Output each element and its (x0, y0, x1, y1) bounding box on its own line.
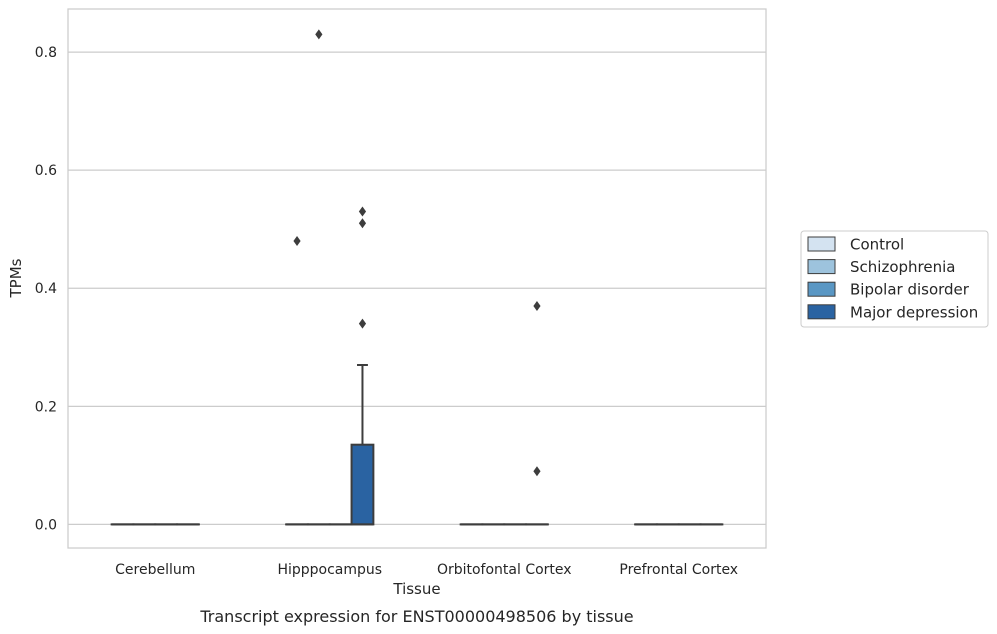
outliers-group (293, 29, 541, 477)
x-axis-title: Tissue (392, 580, 440, 598)
legend: Control Schizophrenia Bipolar disorder Majo… (800, 230, 989, 328)
y-tick-label: 0.2 (35, 399, 57, 415)
x-tick-label: Prefrontal Cortex (619, 562, 738, 578)
legend-label: Control (850, 236, 904, 254)
outlier-point (358, 206, 367, 217)
boxes-group (110, 363, 724, 526)
legend-frame (800, 230, 989, 328)
x-axis: Cerebellum Hipppocampus Orbitofontal Corte… (115, 562, 738, 578)
legend-swatch (807, 259, 836, 275)
outlier-point (293, 236, 301, 247)
y-axis-title: TPMs (7, 258, 25, 298)
legend-label: Major depression (850, 303, 978, 321)
x-tick-label: Orbitofontal Cortex (437, 562, 572, 578)
plot-background (68, 9, 766, 548)
x-tick-label: Hipppocampus (277, 562, 382, 578)
legend-label: Schizophrenia (850, 258, 955, 276)
x-tick-label: Cerebellum (115, 562, 195, 578)
legend-swatch (807, 281, 836, 297)
outlier-point (533, 466, 541, 477)
legend-label: Bipolar disorder (850, 281, 970, 299)
outlier-point (533, 300, 541, 311)
outlier-point (315, 29, 323, 40)
legend-swatch (807, 304, 836, 320)
legend-swatch (807, 236, 836, 252)
chart-caption: Transcript expression for ENST0000049850… (199, 607, 633, 626)
y-axis: 0.0 0.2 0.4 0.6 0.8 (35, 45, 57, 533)
y-tick-label: 0.8 (35, 45, 57, 61)
outlier-point (358, 318, 367, 329)
outlier-point (358, 218, 367, 229)
box (350, 443, 375, 526)
plot-frame (67, 8, 767, 549)
y-tick-label: 0.4 (35, 281, 57, 297)
y-tick-label: 0.0 (35, 517, 57, 533)
y-tick-label: 0.6 (35, 163, 57, 179)
